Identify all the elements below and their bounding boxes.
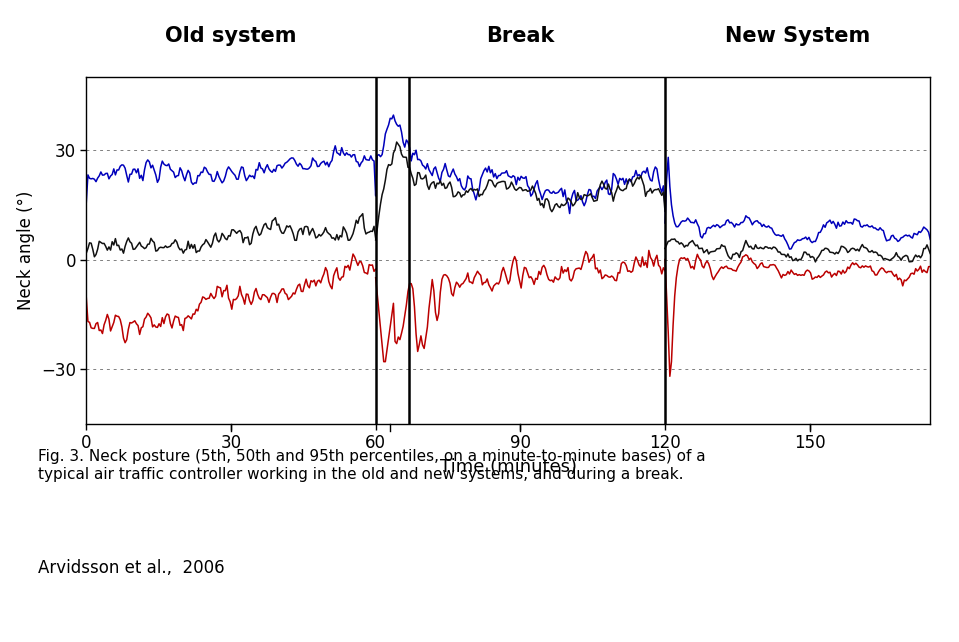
Y-axis label: Neck angle (°): Neck angle (°): [17, 191, 35, 310]
Text: Arvidsson et al.,  2006: Arvidsson et al., 2006: [38, 559, 225, 577]
X-axis label: Time (minutes): Time (minutes): [440, 458, 576, 476]
Text: New System: New System: [725, 26, 870, 46]
Text: Old system: Old system: [165, 26, 296, 46]
Text: Break: Break: [486, 26, 554, 46]
Text: Fig. 3. Neck posture (5th, 50th and 95th percentiles, on a minute-to-minute base: Fig. 3. Neck posture (5th, 50th and 95th…: [38, 449, 706, 482]
